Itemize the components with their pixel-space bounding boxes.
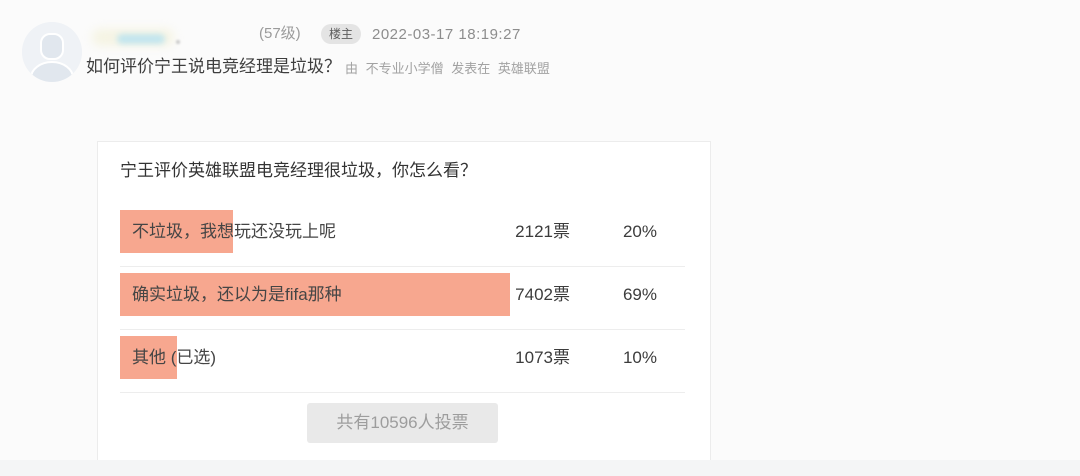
post-title: 如何评价宁王说电竞经理是垃圾？ — [86, 57, 341, 76]
post-byline: 由 不专业小学僧 发表在 英雄联盟 — [345, 60, 554, 77]
poll-option-percent: 20% — [622, 222, 657, 241]
poll-card: 宁王评价英雄联盟电竞经理很垃圾，你怎么看？ 不垃圾，我想玩还没玩上呢 2121票… — [97, 141, 711, 460]
user-avatar[interactable] — [22, 22, 82, 82]
page-bottom-strip — [0, 460, 1080, 476]
default-avatar-icon — [22, 22, 82, 82]
byline-verb: 发表在 — [451, 61, 491, 76]
author-link[interactable]: 不专业小学僧 — [365, 61, 444, 76]
poll-option-votes: 1073票 — [515, 348, 570, 367]
total-votes-button[interactable]: 共有10596人投票 — [307, 403, 498, 443]
forum-link[interactable]: 英雄联盟 — [497, 61, 550, 76]
poll-option-row[interactable]: 不垃圾，我想玩还没玩上呢 2121票 20% — [120, 210, 685, 267]
poll-result-bar — [120, 273, 510, 316]
post-timestamp: 2022-03-17 18:19:27 — [372, 26, 521, 43]
poll-option-percent: 10% — [622, 348, 657, 367]
username-blurred[interactable] — [117, 34, 165, 44]
poll-option-percent: 69% — [622, 285, 657, 304]
poll-question: 宁王评价英雄联盟电竞经理很垃圾，你怎么看？ — [120, 161, 477, 180]
poll-result-bar — [120, 336, 177, 379]
username-blur-dot — [176, 40, 180, 44]
op-badge: 楼主 — [321, 24, 362, 44]
poll-option-votes: 2121票 — [515, 222, 570, 241]
poll-option-row[interactable]: 其他 (已选) 1073票 10% — [120, 336, 685, 393]
poll-option-label: 其他 (已选) — [132, 348, 217, 367]
poll-option-label: 确实垃圾，还以为是fifa那种 — [132, 285, 342, 304]
poll-result-bar — [120, 210, 233, 253]
poll-option-row[interactable]: 确实垃圾，还以为是fifa那种 7402票 69% — [120, 273, 685, 330]
poll-option-votes: 7402票 — [515, 285, 570, 304]
poll-option-label: 不垃圾，我想玩还没玩上呢 — [132, 222, 336, 241]
user-level: (57级) — [259, 25, 301, 42]
byline-prefix: 由 — [345, 61, 359, 76]
